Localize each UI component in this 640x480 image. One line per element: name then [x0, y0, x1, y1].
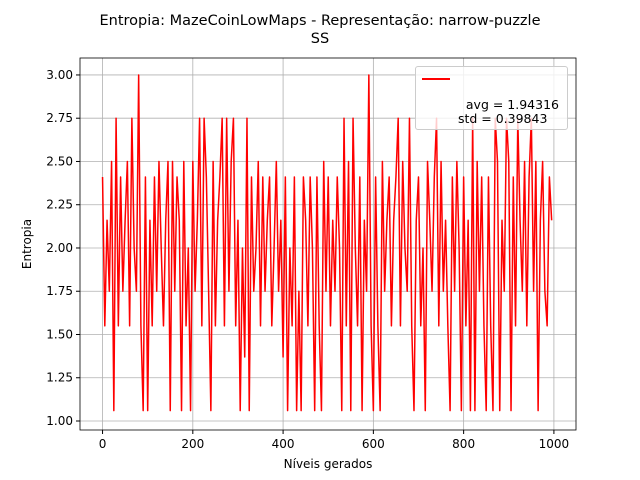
legend-label: avg = 1.94316 std = 0.39843: [457, 97, 559, 126]
plot-frame: [79, 57, 577, 431]
x-tick-label: 800: [452, 437, 475, 451]
y-tick-label: 1.75: [46, 284, 73, 298]
legend-swatch: [421, 78, 450, 80]
x-tick-label: 200: [181, 437, 204, 451]
legend: avg = 1.94316 std = 0.39843: [414, 66, 568, 130]
y-tick-label: 2.00: [46, 241, 73, 255]
x-tick-label: 600: [362, 437, 385, 451]
y-tick-label: 3.00: [46, 68, 73, 82]
chart-title: Entropia: MazeCoinLowMaps - Representaçã…: [99, 13, 541, 47]
x-axis-label: Níveis gerados: [284, 457, 373, 471]
y-tick-label: 2.25: [46, 198, 73, 212]
y-tick-label: 2.75: [46, 111, 73, 125]
x-tick-label: 0: [99, 437, 107, 451]
y-tick-label: 1.50: [46, 327, 73, 341]
x-tick-label: 400: [272, 437, 295, 451]
y-tick-label: 1.00: [46, 414, 73, 428]
y-tick-label: 1.25: [46, 371, 73, 385]
y-tick-label: 2.50: [46, 154, 73, 168]
x-tick-label: 1000: [539, 437, 570, 451]
data-line: [101, 74, 553, 412]
y-axis-label: Entropia: [20, 219, 34, 269]
